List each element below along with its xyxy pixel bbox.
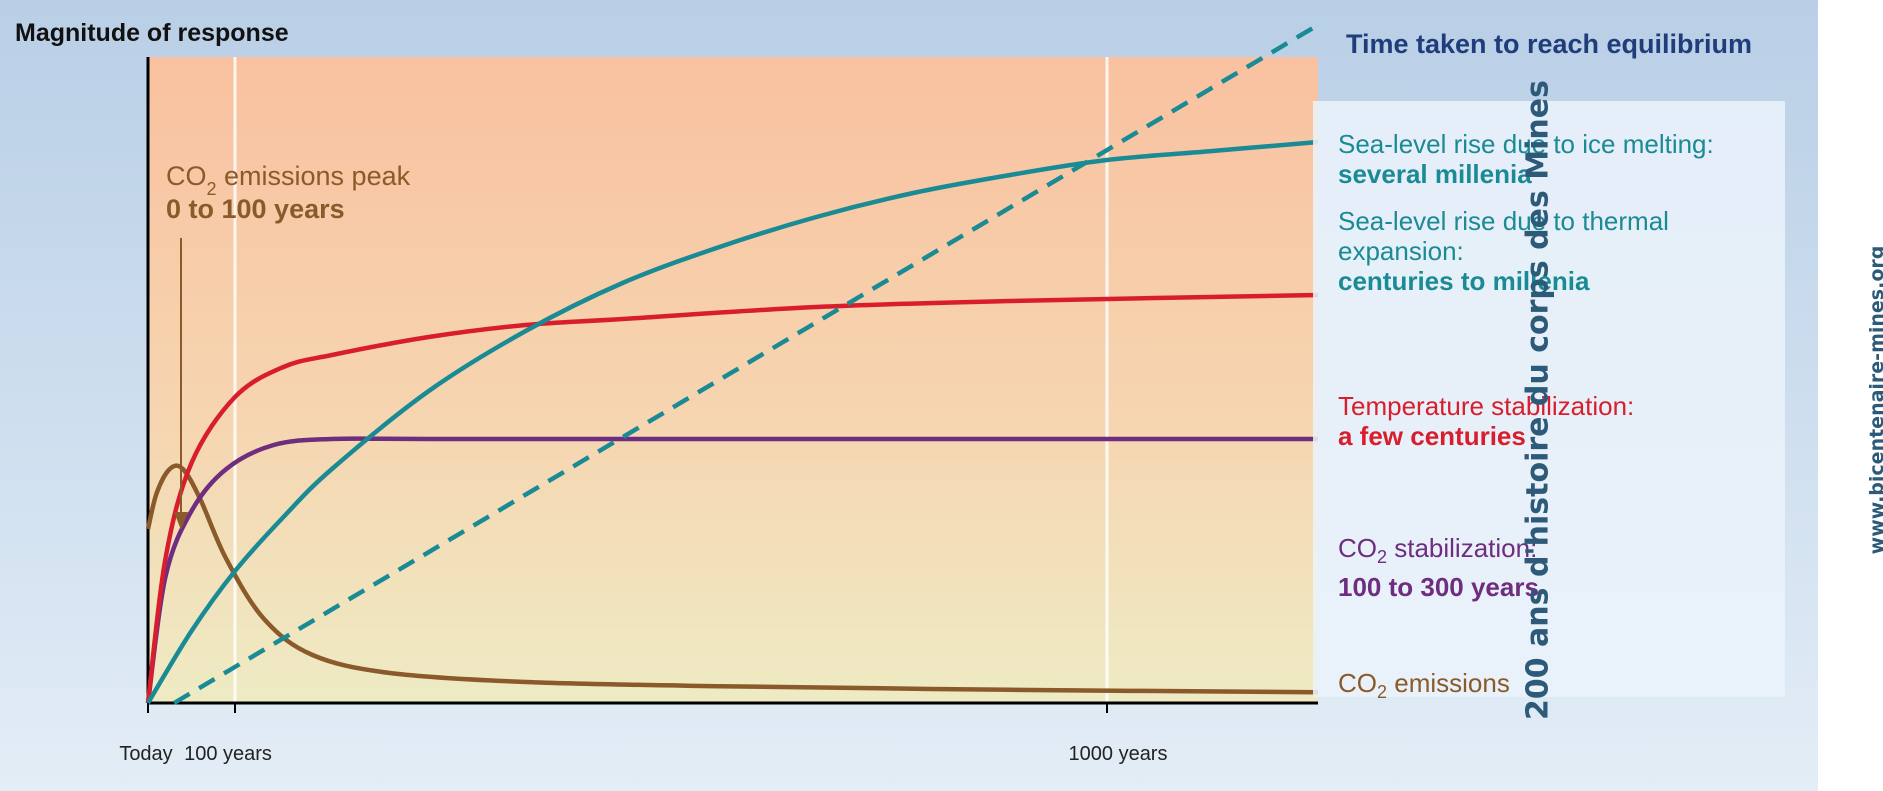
watermark-url: www.bicentenaire-mines.org	[1866, 245, 1883, 555]
legend-entry: CO2 stabilization: 100 to 300 years	[1338, 533, 1539, 602]
legend-duration: 100 to 300 years	[1338, 572, 1539, 603]
legend-label-prefix: CO	[1338, 668, 1377, 698]
legend-label: CO2 stabilization:	[1338, 533, 1539, 572]
legend-label-suffix: stabilization:	[1387, 533, 1538, 563]
legend-entry: CO2 emissions	[1338, 668, 1510, 707]
x-tick-label-1000: 1000 years	[1069, 743, 1168, 765]
legend-label-prefix: CO	[1338, 533, 1377, 563]
annotation-arrow-head	[174, 512, 188, 530]
series-line-2	[145, 292, 1319, 704]
legend-entry: Sea-level rise due to ice melting: severa…	[1338, 129, 1714, 189]
series-line-0	[145, 463, 1319, 695]
legend-entry: Sea-level rise due to thermal expansion: c…	[1338, 206, 1669, 296]
legend-label-subscript: 2	[1377, 547, 1388, 568]
y-axis-label: Magnitude of response	[15, 19, 289, 47]
annotation-bold: 0 to 100 years	[166, 194, 345, 224]
legend-label-line2: expansion:	[1338, 236, 1464, 266]
annotation-text: CO2 emissions peak	[166, 161, 411, 199]
legend-label-suffix: emissions	[1387, 668, 1510, 698]
legend-duration: centuries to millenia	[1338, 266, 1590, 296]
legend-label: Sea-level rise due to thermal	[1338, 206, 1669, 236]
x-tick-label-100: 100 years	[184, 743, 272, 765]
legend-duration: several millenia	[1338, 159, 1532, 189]
legend-panel: Sea-level rise due to ice melting: severa…	[1313, 101, 1785, 702]
legend-duration: a few centuries	[1338, 421, 1526, 451]
legend-label: Temperature stabilization:	[1338, 391, 1635, 421]
x-tick-label-today: Today	[119, 743, 172, 765]
series-line-3	[146, 139, 1319, 705]
legend-label: CO2 emissions	[1338, 668, 1510, 707]
legend-label: Sea-level rise due to ice melting:	[1338, 129, 1714, 159]
legend-entry: Temperature stabilization: a few centurie…	[1338, 391, 1634, 451]
watermark-text: 200 ans d'histoire du corps des Mines	[1520, 79, 1556, 721]
legend-label-subscript: 2	[1377, 682, 1388, 703]
plot-area	[148, 57, 1318, 703]
series-line-4	[172, 23, 1320, 705]
series-line-1	[145, 436, 1318, 704]
right-panel-title: Time taken to reach equilibrium	[1345, 29, 1753, 59]
